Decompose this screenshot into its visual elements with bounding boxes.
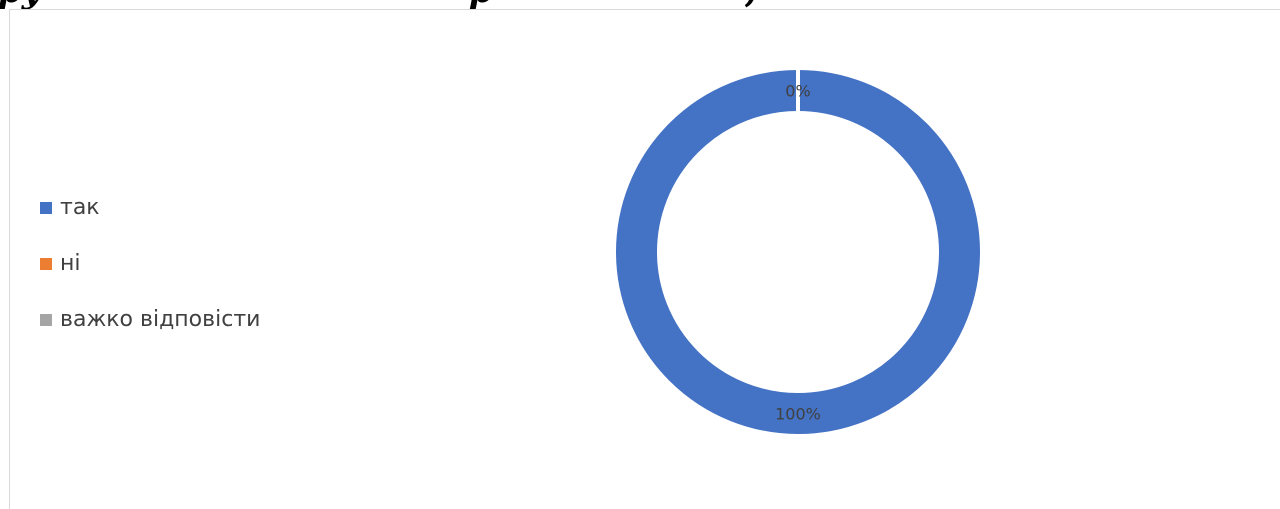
legend-item-ni: ні: [40, 236, 260, 292]
svg-text:p: p: [469, 0, 493, 10]
slice-tak: [616, 70, 980, 434]
donut-slices: [616, 69, 980, 434]
donut-chart: 100% 0%: [616, 69, 980, 434]
chart-area: [9, 9, 1280, 509]
legend-label-ni: ні: [60, 251, 81, 276]
legend-label-vazhko: важко відповісти: [60, 307, 261, 332]
legend-swatch-tak: [40, 202, 52, 214]
legend-item-vazhko: важко відповісти: [40, 292, 260, 348]
data-label-ni: 0%: [785, 82, 810, 101]
svg-text:py: py: [0, 0, 44, 10]
donut-data-labels: 100% 0%: [775, 82, 821, 424]
data-label-tak: 100%: [775, 405, 821, 424]
legend-swatch-vazhko: [40, 314, 52, 326]
legend-label-tak: так: [60, 195, 100, 220]
chart-legend: так ні важко відповісти: [40, 180, 260, 348]
page-heading-cropped: py p ,: [0, 0, 1280, 10]
svg-text:,: ,: [744, 0, 757, 10]
legend-item-tak: так: [40, 180, 260, 236]
page-heading-fragment-graphic: py p ,: [0, 0, 757, 10]
legend-swatch-ni: [40, 258, 52, 270]
